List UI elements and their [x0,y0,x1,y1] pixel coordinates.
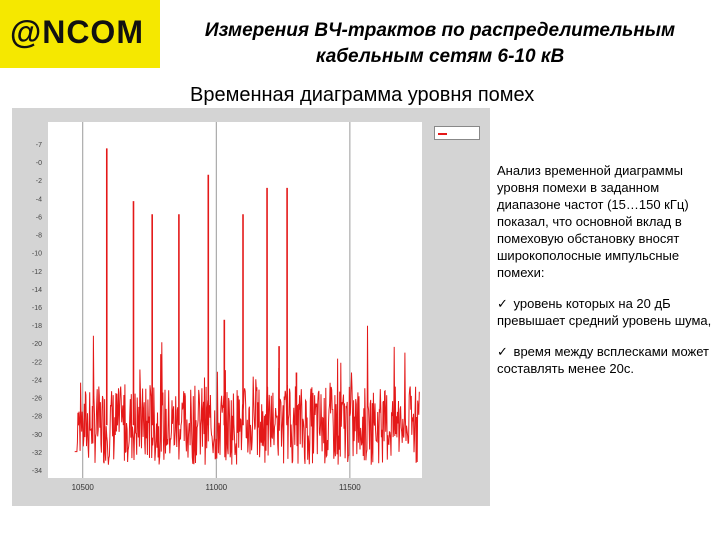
x-tick-label: 11000 [205,483,227,492]
bullet-item-1: ✓ уровень которых на 20 дБ превышает сре… [497,295,715,329]
logo-text: @NCOM [10,14,144,50]
x-tick-label: 10500 [72,483,95,492]
y-tick-label: -24 [32,377,42,384]
chart-frame: 10500 11000 11500 -7 -0 -2 -4 -6 -8 -10 -12 -14 -16 -… [12,108,490,506]
legend-swatch [438,133,447,135]
y-tick-label: -26 [32,396,42,403]
time-diagram-chart: 10500 11000 11500 -7 -0 -2 -4 -6 -8 -10 -12 -14 -16 -… [32,122,422,492]
x-tick-label: 11500 [339,483,361,492]
y-tick-label: -32 [32,450,42,457]
page-title: Измерения ВЧ-трактов по распределительны… [180,18,700,70]
y-tick-label: -20 [32,341,42,348]
bullet-text-2: время между всплесками может составлять … [497,344,710,376]
y-tick-label: -12 [32,269,42,276]
y-tick-label: -4 [36,196,42,203]
bullet-item-2: ✓ время между всплесками может составлят… [497,343,715,377]
chart-subtitle: Временная диаграмма уровня помех [190,84,535,106]
y-tick-label: -2 [36,178,42,185]
check-icon: ✓ [497,296,508,311]
y-tick-label: -0 [36,160,42,167]
y-tick-label: -10 [32,251,42,258]
y-tick-label: -16 [32,305,42,312]
y-tick-label: -18 [32,323,42,330]
title-line-1: Измерения ВЧ-трактов по распределительны… [204,20,676,41]
bullet-text-1: уровень которых на 20 дБ превышает средн… [497,296,712,328]
noise-series-line [74,325,420,465]
y-tick-label: -14 [32,287,42,294]
y-tick-label: -34 [32,468,42,475]
y-tick-label: -28 [32,414,42,421]
analysis-paragraph: Анализ временной диаграммы уровня помехи… [497,163,689,280]
title-line-2: кабельным сетям 6-10 кВ [315,46,565,67]
y-tick-label: -6 [36,214,42,221]
analysis-text: Анализ временной диаграммы уровня помехи… [497,162,715,377]
y-tick-label: -30 [32,432,42,439]
y-tick-label: -7 [36,142,42,149]
y-tick-label: -22 [32,359,42,366]
check-icon: ✓ [497,344,508,359]
logo: @NCOM [0,0,160,68]
y-tick-label: -8 [36,233,42,240]
chart-legend [434,126,480,140]
